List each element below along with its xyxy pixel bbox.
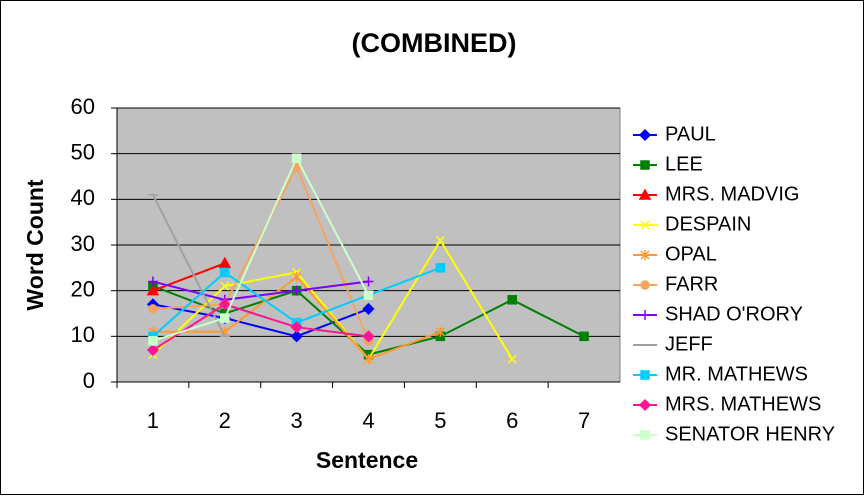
series-line (152, 303, 369, 351)
data-point (291, 285, 302, 296)
legend-label: DESPAIN (665, 213, 751, 235)
legend-label: SENATOR HENRY (665, 423, 835, 445)
data-point (363, 290, 374, 300)
data-point (362, 330, 375, 343)
data-point (220, 267, 230, 278)
data-point (147, 276, 158, 287)
series-line (152, 155, 370, 342)
series-line (152, 280, 369, 301)
data-point (146, 343, 159, 357)
legend-marker (640, 370, 650, 380)
y-tick-label: 20 (71, 276, 95, 301)
legend-marker (640, 310, 650, 320)
legend-label: MRS. MADVIG (665, 183, 799, 205)
chart-title: (COMBINED) (352, 28, 517, 58)
x-axis-label: Sentence (316, 447, 418, 473)
series-line (152, 262, 226, 292)
legend-marker (640, 160, 650, 170)
legend-marker (640, 280, 650, 290)
x-tick-label: 5 (434, 408, 446, 433)
data-point (363, 354, 374, 365)
legend-marker (638, 128, 652, 142)
data-point (290, 330, 303, 343)
x-tick-label: 7 (578, 408, 590, 433)
y-axis-label: Word Count (22, 179, 48, 310)
legend-label: FARR (665, 273, 718, 295)
legend-marker (640, 220, 650, 230)
y-tick-label: 30 (71, 231, 95, 256)
legend-label: PAUL (665, 123, 716, 145)
data-point (435, 326, 445, 337)
x-tick-label: 3 (291, 408, 303, 433)
y-tick-label: 50 (71, 139, 95, 164)
data-point (220, 281, 230, 291)
x-tick-label: 2 (219, 408, 231, 433)
data-point (290, 321, 303, 334)
legend-label: MR. MATHEWS (665, 363, 808, 385)
data-point (218, 256, 232, 269)
y-tick-label: 60 (71, 94, 95, 119)
data-point (435, 235, 445, 245)
data-point (579, 331, 589, 342)
legend-marker (638, 398, 652, 412)
legend-label: OPAL (665, 243, 717, 265)
legend-marker (640, 250, 650, 260)
legend-marker (638, 188, 652, 200)
legend-label: JEFF (665, 333, 713, 355)
data-point (291, 153, 302, 163)
y-tick-label: 10 (71, 322, 95, 347)
data-point (363, 276, 374, 287)
x-tick-label: 6 (506, 408, 518, 433)
legend-marker (640, 430, 650, 440)
data-point (292, 271, 302, 282)
legend-label: SHAD O'RORY (665, 303, 803, 325)
data-point (507, 354, 517, 364)
data-point (220, 313, 230, 323)
legend-label: MRS. MATHEWS (665, 393, 821, 415)
data-point (507, 295, 517, 305)
x-tick-label: 4 (362, 408, 374, 433)
y-tick-label: 40 (71, 185, 95, 210)
legend-label: LEE (665, 153, 703, 175)
data-point (146, 284, 160, 296)
x-tick-label: 1 (147, 408, 159, 433)
data-point (362, 302, 375, 315)
data-point (218, 298, 231, 311)
y-tick-label: 0 (83, 368, 95, 393)
data-point (148, 336, 158, 346)
data-point (435, 263, 446, 273)
data-point (148, 304, 158, 314)
